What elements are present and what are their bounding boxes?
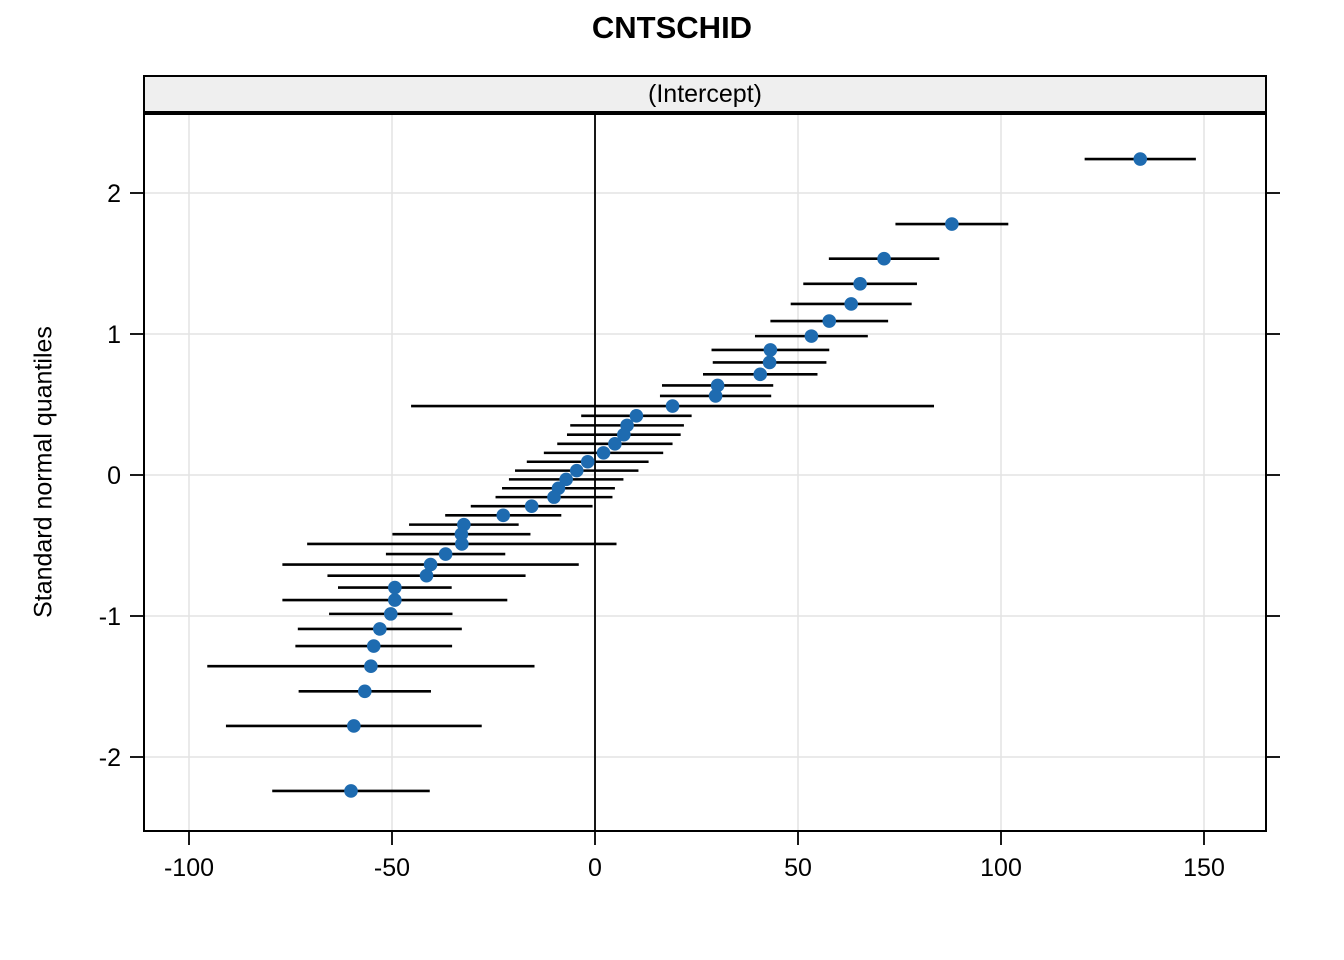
data-point (419, 568, 434, 583)
y-axis-tick-label: 0 (107, 462, 121, 490)
y-axis-tick-label: -2 (99, 744, 121, 772)
data-point (547, 490, 561, 504)
data-point (388, 593, 402, 607)
data-point (753, 367, 768, 382)
data-point (629, 408, 644, 423)
x-axis-tick-label: -50 (374, 854, 410, 882)
data-point (1133, 152, 1148, 166)
data-point (708, 389, 723, 403)
data-point (762, 355, 777, 370)
x-axis-tick-label: -100 (164, 854, 214, 882)
data-point (366, 639, 381, 653)
data-point (383, 607, 398, 621)
plot-panel (143, 113, 1267, 832)
data-point (373, 622, 387, 636)
x-axis-tick-label: 0 (588, 854, 602, 882)
data-point (617, 427, 631, 442)
data-point (710, 378, 725, 393)
data-point (423, 557, 438, 572)
data-point (344, 784, 358, 798)
data-point (559, 472, 573, 487)
data-point (357, 684, 372, 699)
panel-strip-label: (Intercept) (648, 79, 762, 108)
data-point (763, 343, 778, 357)
data-point (580, 454, 595, 469)
y-axis-tick-label: -1 (99, 603, 121, 631)
panel-border (143, 113, 1267, 832)
data-point (347, 719, 361, 733)
data-point (853, 277, 867, 291)
data-point (524, 499, 539, 513)
data-point (496, 508, 511, 523)
data-point (844, 297, 858, 311)
data-point (596, 446, 611, 460)
x-axis-tick-label: 100 (980, 854, 1022, 882)
data-point (608, 437, 622, 451)
data-point (455, 537, 469, 551)
data-point (804, 329, 819, 343)
data-point (945, 217, 959, 231)
y-axis-tick-label: 2 (107, 180, 121, 208)
data-point (454, 527, 469, 542)
data-point (438, 547, 453, 561)
plot-title: CNTSCHID (591, 10, 753, 45)
panel-strip: (Intercept) (143, 75, 1267, 113)
data-point (569, 463, 584, 478)
x-axis-tick-label: 50 (784, 854, 812, 882)
y-axis-title: Standard normal quantiles (29, 326, 58, 618)
data-point (388, 580, 402, 595)
data-point (822, 314, 837, 328)
x-axis-tick-label: 150 (1183, 854, 1225, 882)
data-point (877, 251, 891, 266)
panel-background (143, 113, 1267, 832)
data-point (665, 399, 680, 413)
data-point (364, 659, 378, 673)
y-axis-tick-label: 1 (107, 321, 121, 349)
